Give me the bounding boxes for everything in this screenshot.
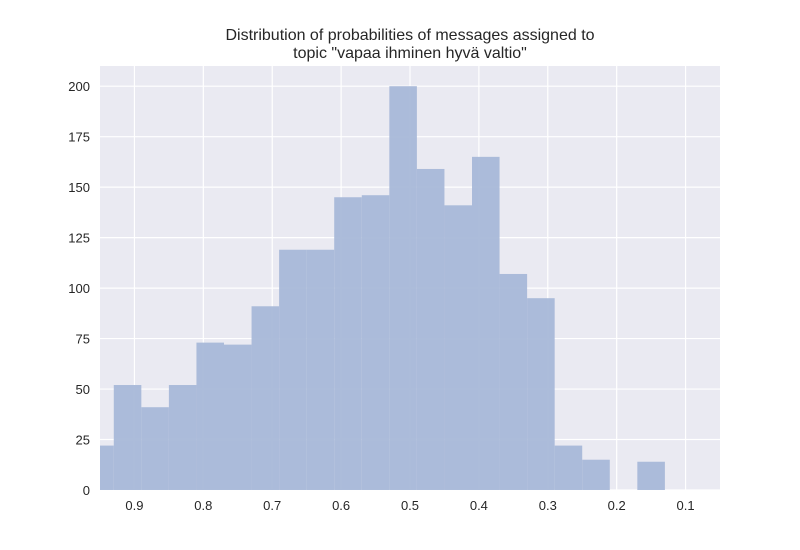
histogram-bar [334,197,362,490]
x-tick-label: 0.2 [608,498,626,513]
chart-title-line-1: Distribution of probabilities of message… [225,27,594,44]
x-tick-label: 0.9 [125,498,143,513]
histogram-bar [582,459,610,490]
x-tick-label: 0.4 [470,498,488,513]
histogram-bar [472,156,500,490]
histogram-bar [444,205,472,491]
histogram-bar [251,306,280,490]
y-tick-labels: 0 25 50 75 100 125 150 175 200 [68,79,90,498]
y-tick-label: 150 [68,180,90,195]
x-tick-label: 0.7 [263,498,281,513]
y-tick-label: 25 [76,433,90,448]
x-tick-label: 0.3 [539,498,557,513]
histogram-bar [141,407,169,490]
x-tick-label: 0.6 [332,498,350,513]
histogram-bar [224,344,252,490]
histogram-bars [100,86,665,491]
histogram-bar [527,298,555,490]
histogram-bar [113,385,142,490]
histogram-bar [168,385,197,490]
y-tick-label: 0 [83,483,90,498]
histogram-bar [637,461,665,490]
histogram-bar [361,195,390,490]
histogram-bar [306,249,335,490]
x-tick-labels: 0.9 0.8 0.7 0.6 0.5 0.4 0.3 0.2 0.1 [125,498,694,513]
y-tick-label: 100 [68,281,90,296]
x-tick-label: 0.5 [401,498,419,513]
x-tick-label: 0.8 [194,498,212,513]
histogram-bar [389,86,417,490]
histogram-bar [100,445,114,490]
y-tick-label: 50 [76,382,90,397]
histogram-bar [416,168,445,490]
histogram-bar [279,249,307,490]
y-tick-label: 175 [68,130,90,145]
chart-title-line-2: topic "vapaa ihminen hyvä valtio" [293,45,527,62]
histogram-bar [196,342,224,490]
histogram-bar [499,273,528,490]
y-tick-label: 125 [68,231,90,246]
histogram-bar [554,445,583,490]
y-tick-label: 200 [68,79,90,94]
x-tick-label: 0.1 [677,498,695,513]
y-tick-label: 75 [76,332,90,347]
